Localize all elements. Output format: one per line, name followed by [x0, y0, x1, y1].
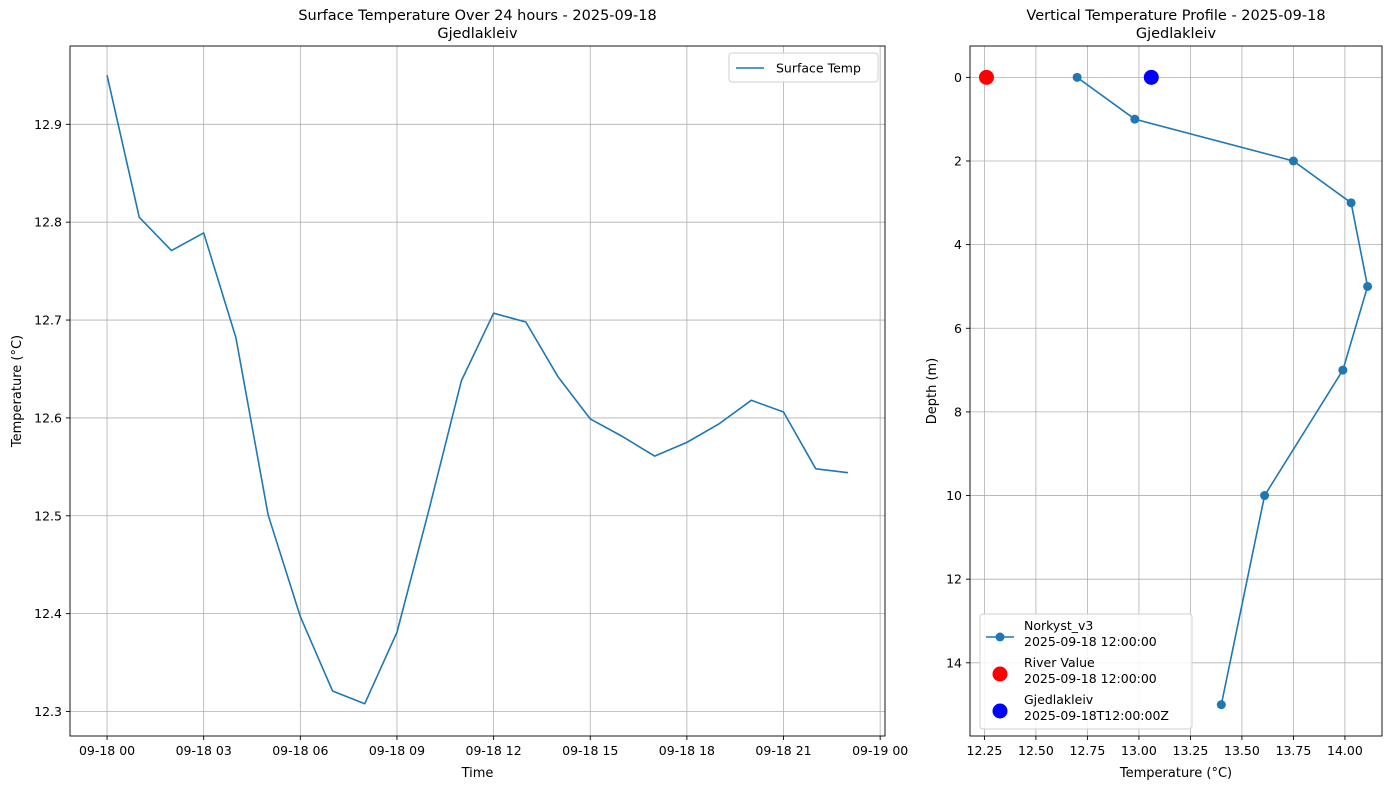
data-point-2	[1288, 156, 1298, 166]
data-point-5	[1338, 365, 1348, 375]
data-point-4	[1363, 281, 1373, 291]
x-tick-label-4: 13.25	[1173, 743, 1209, 758]
series-gjedlakleiv	[1143, 69, 1159, 85]
y-tick-label-7: 14	[946, 655, 962, 670]
x-tick-label-7: 09-18 21	[755, 743, 811, 758]
chart-panel-1: 09-18 00 09-18 03 09-18 06 09-18 09 09-18 12…	[10, 8, 908, 781]
chart-panel-2: 12.25 12.50 12.75 13.00 13.25 13.50 13.75 14.00…	[925, 8, 1383, 781]
y-tick-label-0: 12.3	[34, 704, 62, 719]
x-tick-label-0: 12.25	[967, 743, 1003, 758]
y-axis-label: Temperature (°C)	[10, 335, 25, 448]
chart-subtitle: Gjedlakleiv	[437, 26, 518, 42]
plot-frame	[69, 45, 886, 737]
x-axis: 12.25 12.50 12.75 13.00 13.25 13.50 13.75 14.00	[967, 736, 1363, 758]
x-axis-label: Temperature (°C)	[1119, 766, 1232, 781]
data-point-0	[1143, 69, 1159, 85]
x-tick-label-0: 09-18 00	[79, 743, 135, 758]
y-tick-label-3: 12.6	[34, 410, 62, 425]
plot-frame	[969, 45, 1383, 737]
x-tick-label-5: 09-18 15	[562, 743, 618, 758]
x-axis-label: Time	[461, 766, 494, 781]
x-tick-label-3: 13.00	[1121, 743, 1157, 758]
y-tick-label-0: 0	[954, 70, 962, 85]
legend-label-2: Gjedlakleiv	[1024, 692, 1094, 707]
y-tick-label-6: 12.9	[34, 117, 62, 132]
y-axis-label: Depth (m)	[925, 358, 940, 425]
legend-label-1: River Value	[1024, 655, 1095, 670]
y-tick-label-6: 12	[946, 572, 962, 587]
x-tick-label-6: 13.75	[1276, 743, 1312, 758]
data-point-3	[1346, 198, 1356, 208]
x-tick-label-7: 14.00	[1327, 743, 1363, 758]
x-tick-label-3: 09-18 09	[369, 743, 425, 758]
series-line	[1076, 76, 1369, 705]
legend-label-0: Surface Temp	[776, 61, 861, 76]
x-tick-label-1: 09-18 03	[176, 743, 232, 758]
y-tick-label-3: 6	[954, 321, 962, 336]
grid	[70, 46, 885, 736]
legend-swatch-marker-2	[992, 703, 1008, 719]
data-point-7	[1216, 700, 1226, 710]
x-axis: 09-18 00 09-18 03 09-18 06 09-18 09 09-18 12…	[79, 736, 908, 758]
legend: Surface Temp	[728, 52, 879, 83]
y-tick-label-2: 12.5	[34, 508, 62, 523]
legend-box	[728, 52, 879, 83]
x-tick-label-6: 09-18 18	[659, 743, 715, 758]
y-axis: 0 2 4 6 8 10 12 14	[946, 70, 970, 670]
y-tick-label-4: 12.7	[34, 313, 62, 328]
chart-title: Vertical Temperature Profile - 2025-09-1…	[1026, 8, 1325, 24]
legend-swatch-marker-1	[992, 666, 1008, 682]
series-surface-temp	[106, 75, 849, 705]
legend-sublabel-2: 2025-09-18T12:00:00Z	[1024, 708, 1169, 723]
x-tick-label-2: 12.75	[1070, 743, 1106, 758]
y-tick-label-1: 12.4	[34, 606, 62, 621]
y-tick-label-4: 8	[954, 404, 962, 419]
data-point-0	[978, 69, 994, 85]
data-point-6	[1260, 491, 1270, 501]
x-tick-label-2: 09-18 06	[272, 743, 328, 758]
chart-title: Surface Temperature Over 24 hours - 2025…	[298, 8, 656, 24]
legend-box	[979, 613, 1193, 730]
y-tick-label-5: 10	[946, 488, 962, 503]
chart-subtitle: Gjedlakleiv	[1136, 26, 1217, 42]
x-tick-label-8: 09-19 00	[852, 743, 908, 758]
data-point-0	[1072, 72, 1082, 82]
x-tick-label-5: 13.50	[1224, 743, 1260, 758]
legend-sublabel-1: 2025-09-18 12:00:00	[1024, 671, 1157, 686]
y-axis: 12.3 12.4 12.5 12.6 12.7 12.8 12.9	[34, 117, 70, 719]
series-river-value	[978, 69, 994, 85]
x-tick-label-4: 09-18 12	[466, 743, 522, 758]
series-line	[106, 75, 849, 705]
series-norkyst-v3	[1072, 72, 1373, 710]
legend-swatch-marker-0	[995, 632, 1005, 642]
y-tick-label-1: 2	[954, 154, 962, 169]
x-tick-label-1: 12.50	[1018, 743, 1054, 758]
y-tick-label-5: 12.8	[34, 215, 62, 230]
legend-label-0: Norkyst_v3	[1024, 618, 1093, 633]
data-point-1	[1130, 114, 1140, 124]
legend-sublabel-0: 2025-09-18 12:00:00	[1024, 634, 1157, 649]
y-tick-label-2: 4	[954, 237, 962, 252]
